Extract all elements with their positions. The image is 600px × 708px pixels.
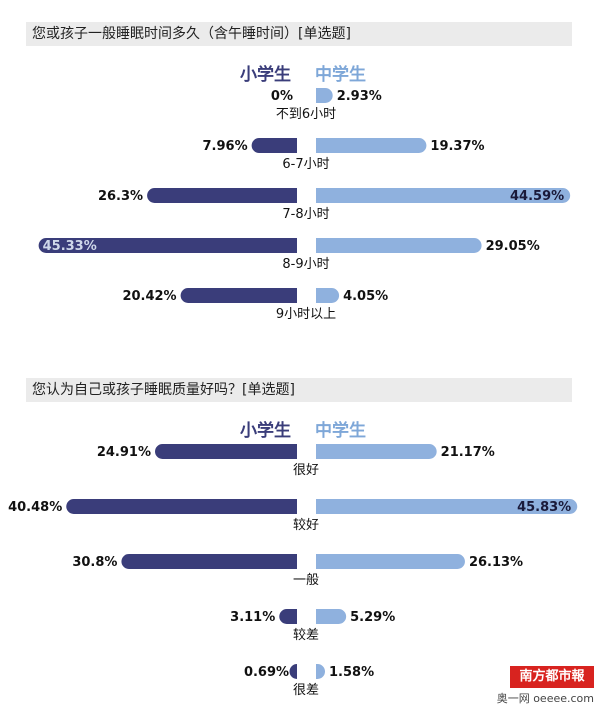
label-middle: 21.17%: [441, 445, 495, 460]
label-middle: 26.13%: [469, 555, 523, 570]
bar-middle: [316, 664, 326, 679]
label-middle: 2.93%: [337, 89, 382, 104]
label-primary: 24.91%: [97, 445, 151, 460]
category-label: 9小时以上: [276, 307, 336, 322]
chart2-title: 您认为自己或孩子睡眠质量好吗？[单选题]: [26, 378, 572, 402]
category-label: 很好: [293, 463, 319, 478]
bar-middle: [316, 238, 482, 253]
category-label: 7-8小时: [282, 207, 329, 222]
bar-primary: [279, 609, 297, 624]
chart2-legend-middle: 中学生: [315, 421, 366, 441]
bar-primary: [155, 444, 297, 459]
chart1-legend-primary: 小学生: [240, 65, 291, 85]
bar-primary: [180, 288, 297, 303]
label-middle: 5.29%: [350, 610, 395, 625]
bar-middle: [316, 554, 465, 569]
label-primary: 0%: [271, 89, 293, 104]
bar-middle: [316, 188, 571, 203]
label-middle: 45.83%: [517, 500, 571, 515]
label-primary: 40.48%: [8, 500, 62, 515]
label-primary: 30.8%: [72, 555, 117, 570]
bar-middle: [316, 444, 437, 459]
label-middle: 1.58%: [329, 665, 374, 680]
label-primary: 7.96%: [203, 139, 248, 154]
label-primary: 0.69%: [244, 665, 289, 680]
label-primary: 26.3%: [98, 189, 143, 204]
newspaper-logo: 南方都市報: [510, 666, 594, 688]
bar-middle: [316, 88, 333, 103]
bar-primary: [147, 188, 297, 203]
category-label: 不到6小时: [276, 107, 336, 122]
label-middle: 44.59%: [510, 189, 564, 204]
chart1-legend-middle: 中学生: [315, 65, 366, 85]
category-label: 很差: [293, 683, 319, 698]
category-label: 较差: [293, 628, 319, 643]
bar-middle: [316, 138, 427, 153]
bar-primary: [121, 554, 298, 569]
bar-primary: [289, 664, 297, 679]
newspaper-logo-subtitle: 奥一网 oeeee.com: [496, 692, 594, 705]
chart1-title: 您或孩子一般睡眠时间多久（含午睡时间）[单选题]: [26, 22, 572, 46]
label-middle: 4.05%: [343, 289, 388, 304]
label-primary: 20.42%: [122, 289, 176, 304]
category-label: 较好: [293, 518, 319, 533]
category-label: 一般: [293, 572, 319, 588]
bar-middle: [316, 609, 347, 624]
bar-primary: [66, 499, 297, 514]
bar-primary: [38, 238, 297, 253]
bar-middle: [316, 288, 340, 303]
chart2-legend-primary: 小学生: [240, 421, 291, 441]
label-middle: 19.37%: [430, 139, 484, 154]
category-label: 6-7小时: [282, 157, 329, 172]
label-middle: 29.05%: [486, 239, 540, 254]
category-label: 8-9小时: [282, 257, 329, 272]
label-primary: 3.11%: [230, 610, 275, 625]
bar-middle: [316, 499, 578, 514]
bar-primary: [251, 138, 297, 153]
label-primary: 45.33%: [43, 239, 97, 254]
